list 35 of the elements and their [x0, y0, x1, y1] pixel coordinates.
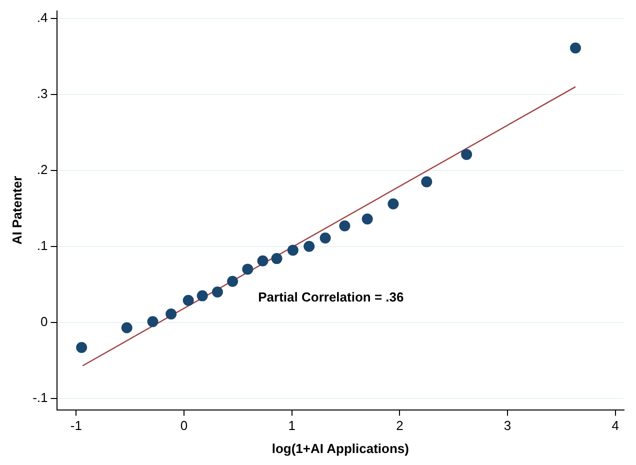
point: [182, 294, 194, 306]
point: [362, 214, 373, 225]
point: [287, 244, 298, 256]
point: [196, 290, 208, 302]
y-tick-label: -.1: [32, 390, 48, 405]
point: [461, 148, 472, 160]
point: [166, 308, 177, 320]
point: [271, 253, 282, 264]
point: [212, 286, 223, 298]
point: [388, 198, 399, 210]
x-tick-label: -1: [70, 418, 82, 434]
point: [227, 276, 238, 287]
annotation: Partial Correlation = .36: [258, 290, 404, 305]
x-tick-label: 2: [396, 418, 404, 434]
point: [242, 264, 254, 275]
point: [76, 342, 88, 353]
point: [320, 232, 331, 244]
x-tick-label: 3: [504, 418, 512, 434]
x-axis-title: log(1+AI Applications): [272, 440, 409, 456]
y-tick-label: .3: [36, 86, 48, 101]
x-tick-label: 1: [288, 418, 296, 434]
point: [147, 316, 158, 328]
y-tick-label: .1: [36, 238, 48, 253]
x-tick-label: 4: [612, 418, 619, 434]
point: [304, 240, 315, 252]
point: [570, 42, 581, 54]
point: [121, 322, 132, 334]
y-axis-title: AI Patenter: [9, 176, 24, 245]
y-tick-label: .4: [36, 10, 48, 25]
x-tick-label: 0: [180, 418, 188, 434]
point: [257, 255, 268, 266]
y-tick-label: 0: [40, 314, 48, 329]
point: [421, 176, 432, 188]
y-tick-label: .2: [36, 162, 48, 177]
point: [339, 220, 350, 232]
